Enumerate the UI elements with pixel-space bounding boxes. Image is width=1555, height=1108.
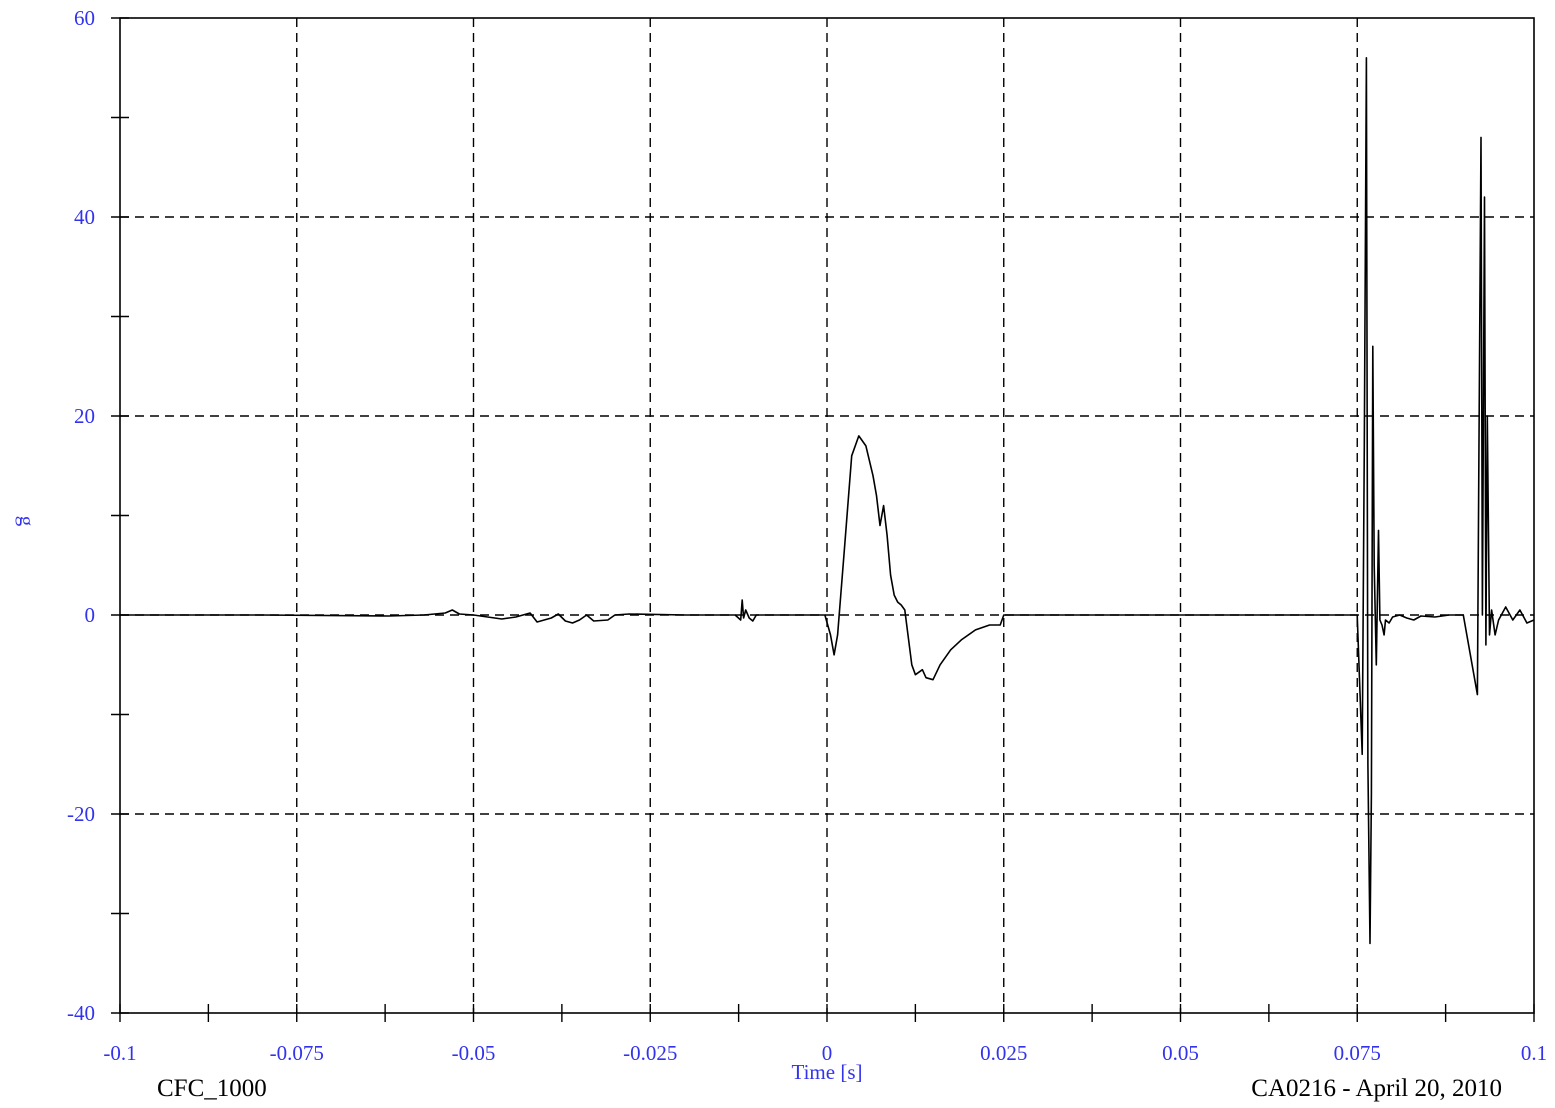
y-tick-label: 60 [74,6,95,30]
y-tick-label: 0 [85,603,96,627]
y-tick-label: 40 [74,205,95,229]
x-tick-label: -0.075 [270,1041,324,1065]
y-tick-labels: -40 -20 0 20 40 60 [67,6,95,1025]
y-tick-label: -40 [67,1001,95,1025]
footer-left-label: CFC_1000 [157,1075,267,1102]
x-tick-label: 0.1 [1521,1041,1547,1065]
series-layer [120,56,1535,945]
y-axis-title: g [15,516,39,527]
x-tick-label: -0.1 [103,1041,136,1065]
x-axis-title: Time [s] [792,1060,863,1084]
y-tick-label: -20 [67,802,95,826]
x-tick-label: 0.05 [1162,1041,1199,1065]
x-tick-label: 0.075 [1334,1041,1381,1065]
x-tick-label: -0.05 [452,1041,496,1065]
x-tick-label: 0 [822,1041,833,1065]
footer-right-label: CA0216 - April 20, 2010 [1251,1075,1502,1102]
axis-ticks [111,17,1535,1022]
grid-lines [120,18,1534,1013]
series-line [120,56,1535,945]
y-tick-label: 20 [74,404,95,428]
x-tick-labels: -0.1 -0.075 -0.05 -0.025 0 0.025 0.05 0.075 0.1 [103,1041,1547,1065]
x-tick-label: -0.025 [623,1041,677,1065]
x-tick-label: 0.025 [980,1041,1027,1065]
plot-frame [119,17,1535,1014]
